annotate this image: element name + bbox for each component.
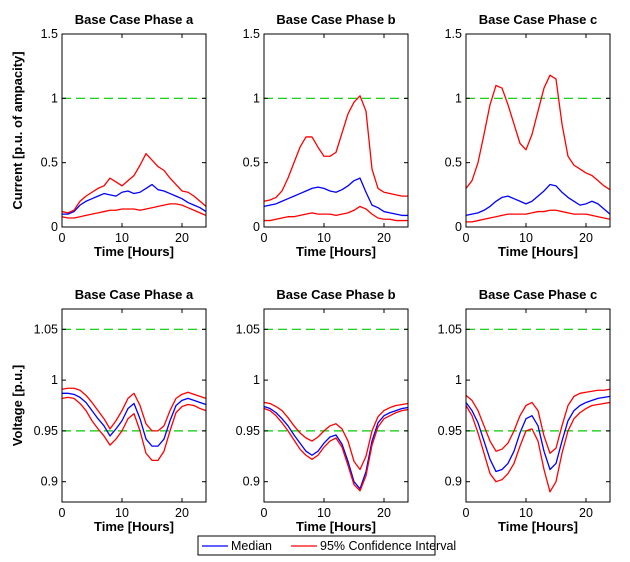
x-axis-label: Time [Hours]	[94, 519, 174, 534]
panel-title: Base Case Phase b	[276, 287, 395, 302]
chart-panel-5: Base Case Phase b 0 10 20 0.9 0.95 1 1.05 Time […	[236, 287, 409, 534]
y-tick-label: 0.95	[34, 424, 58, 438]
median-series-line	[62, 392, 207, 447]
panel-title: Base Case Phase c	[479, 287, 598, 302]
chart-panel-1: Base Case Phase a 0 10 20 0 0.5 1 1.5 Time [Hour…	[10, 12, 207, 259]
y-tick-label: 0	[51, 220, 58, 234]
y-tick-label: 0.5	[243, 156, 260, 170]
median-series-line	[263, 405, 409, 490]
x-tick-label: 0	[261, 231, 268, 245]
axes-frame	[465, 33, 611, 228]
y-axis-label: Voltage [p.u.]	[10, 365, 25, 446]
y-tick-label: 0.5	[445, 156, 462, 170]
x-axis-label: Time [Hours]	[296, 244, 376, 259]
x-tick-label: 20	[175, 506, 189, 520]
x-tick-label: 0	[59, 231, 66, 245]
x-tick-label: 0	[463, 506, 470, 520]
x-tick-label: 10	[115, 231, 129, 245]
y-tick-label: 1	[253, 91, 260, 105]
ci-upper-series-line	[465, 74, 611, 191]
panel-title: Base Case Phase b	[276, 12, 395, 27]
y-tick-label: 1.05	[34, 322, 58, 336]
ci-upper-series-line	[61, 387, 207, 432]
x-tick-label: 10	[519, 231, 533, 245]
x-tick-label: 0	[59, 506, 66, 520]
y-tick-label: 1	[51, 373, 58, 387]
y-tick-label: 0.9	[445, 475, 462, 489]
median-series-line	[62, 183, 207, 215]
chart-panel-3: Base Case Phase c 0 10 20 0 0.5 1 1.5 Time [Hour…	[445, 12, 611, 259]
panel-title: Base Case Phase a	[75, 287, 194, 302]
y-tick-label: 1	[455, 91, 462, 105]
y-axis-label: Current [p.u. of ampacity]	[10, 51, 25, 209]
legend-label: Median	[231, 539, 272, 553]
axes-frame	[465, 308, 611, 503]
ci-lower-series-line	[465, 401, 611, 493]
ci-upper-series-line	[61, 153, 207, 214]
ci-upper-series-line	[263, 401, 409, 471]
chart-panel-4: Base Case Phase a 0 10 20 0.9 0.95 1 1.05 Time […	[10, 287, 207, 534]
ci-upper-series-line	[465, 388, 611, 454]
x-tick-label: 10	[317, 506, 331, 520]
median-series-line	[465, 183, 611, 217]
ci-lower-series-line	[264, 205, 408, 222]
y-tick-label: 1.5	[445, 27, 462, 41]
x-tick-label: 20	[175, 231, 189, 245]
chart-panel-6: Base Case Phase c 0 10 20 0.9 0.95 1 1.05 Time […	[438, 287, 611, 534]
y-tick-label: 0.9	[41, 475, 58, 489]
ci-upper-series-line	[263, 95, 408, 202]
y-tick-label: 1	[253, 373, 260, 387]
axes-frame	[263, 308, 409, 503]
x-axis-label: Time [Hours]	[296, 519, 376, 534]
y-tick-label: 1	[51, 91, 58, 105]
y-tick-label: 1	[455, 373, 462, 387]
x-tick-label: 0	[261, 506, 268, 520]
y-tick-label: 0	[455, 220, 462, 234]
y-tick-label: 1.05	[236, 322, 260, 336]
x-tick-label: 10	[115, 506, 129, 520]
ci-lower-series-line	[263, 407, 409, 492]
chart-legend: Median 95% Confidence Interval	[197, 535, 456, 556]
chart-panel-2: Base Case Phase b 0 10 20 0 0.5 1 1.5 Time [Hour…	[243, 12, 409, 259]
x-tick-label: 20	[579, 231, 593, 245]
ci-lower-series-line	[61, 396, 207, 462]
median-series-line	[263, 177, 408, 217]
ci-lower-series-line	[61, 203, 207, 219]
y-tick-label: 0.95	[236, 424, 260, 438]
y-tick-label: 0.9	[243, 475, 260, 489]
x-tick-label: 10	[317, 231, 331, 245]
panel-title: Base Case Phase a	[75, 12, 194, 27]
axes-frame	[263, 33, 409, 228]
x-axis-label: Time [Hours]	[498, 244, 578, 259]
x-tick-label: 10	[519, 506, 533, 520]
x-tick-label: 20	[377, 506, 391, 520]
panel-title: Base Case Phase c	[479, 12, 598, 27]
legend-label: 95% Confidence Interval	[320, 539, 456, 553]
x-axis-label: Time [Hours]	[94, 244, 174, 259]
median-series-line	[465, 395, 611, 473]
y-tick-label: 1.5	[243, 27, 260, 41]
y-tick-label: 1.05	[438, 322, 462, 336]
x-tick-label: 20	[579, 506, 593, 520]
x-axis-label: Time [Hours]	[498, 519, 578, 534]
axes-frame	[61, 33, 207, 228]
x-tick-label: 20	[377, 231, 391, 245]
y-tick-label: 0.95	[438, 424, 462, 438]
y-tick-label: 0	[253, 220, 260, 234]
ci-lower-series-line	[466, 209, 611, 223]
axes-frame	[61, 308, 207, 503]
y-tick-label: 1.5	[41, 27, 58, 41]
x-tick-label: 0	[463, 231, 470, 245]
y-tick-label: 0.5	[41, 156, 58, 170]
